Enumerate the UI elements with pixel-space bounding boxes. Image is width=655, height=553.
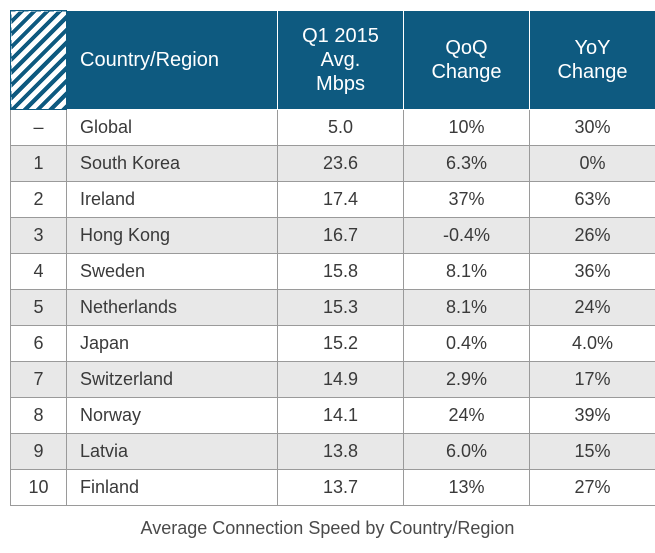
header-yoy-line-2: Change (557, 61, 628, 83)
rank-cell: 1 (10, 145, 67, 182)
qoq-cell: 0.4% (403, 325, 530, 362)
table-row: 9 Latvia 13.8 6.0% 15% (10, 433, 655, 470)
yoy-cell: 30% (529, 109, 655, 146)
country-cell: Switzerland (66, 361, 278, 398)
table-row: – Global 5.0 10% 30% (10, 109, 655, 146)
speed-cell: 15.2 (277, 325, 404, 362)
speed-cell: 17.4 (277, 181, 404, 218)
rank-cell: – (10, 109, 67, 146)
qoq-cell: 6.0% (403, 433, 530, 470)
table-row: 10 Finland 13.7 13% 27% (10, 469, 655, 506)
yoy-cell: 36% (529, 253, 655, 290)
table-row: 6 Japan 15.2 0.4% 4.0% (10, 325, 655, 362)
country-cell: Finland (66, 469, 278, 506)
qoq-cell: 13% (403, 469, 530, 506)
hatched-corner-cell (10, 10, 67, 110)
rank-cell: 5 (10, 289, 67, 326)
country-cell: Hong Kong (66, 217, 278, 254)
yoy-cell: 4.0% (529, 325, 655, 362)
table-row: 3 Hong Kong 16.7 -0.4% 26% (10, 217, 655, 254)
header-qoq-line-2: Change (431, 61, 502, 83)
speed-cell: 13.8 (277, 433, 404, 470)
yoy-cell: 17% (529, 361, 655, 398)
country-cell: Norway (66, 397, 278, 434)
header-speed-line-1: Q1 2015 (302, 25, 379, 47)
rank-cell: 6 (10, 325, 67, 362)
connection-speed-table: Country/Region Q1 2015 Avg. Mbps QoQ Cha… (10, 10, 655, 506)
country-cell: South Korea (66, 145, 278, 182)
speed-cell: 15.8 (277, 253, 404, 290)
rank-cell: 9 (10, 433, 67, 470)
header-country: Country/Region (66, 10, 278, 110)
speed-cell: 14.1 (277, 397, 404, 434)
rank-cell: 4 (10, 253, 67, 290)
speed-cell: 15.3 (277, 289, 404, 326)
table-body: – Global 5.0 10% 30% 1 South Korea 23.6 … (10, 109, 655, 506)
rank-cell: 7 (10, 361, 67, 398)
table-row: 5 Netherlands 15.3 8.1% 24% (10, 289, 655, 326)
yoy-cell: 63% (529, 181, 655, 218)
speed-cell: 23.6 (277, 145, 404, 182)
country-cell: Sweden (66, 253, 278, 290)
country-cell: Latvia (66, 433, 278, 470)
yoy-cell: 27% (529, 469, 655, 506)
yoy-cell: 26% (529, 217, 655, 254)
header-speed-line-2: Avg. (320, 49, 361, 71)
qoq-cell: 6.3% (403, 145, 530, 182)
yoy-cell: 0% (529, 145, 655, 182)
header-row: Country/Region Q1 2015 Avg. Mbps QoQ Cha… (10, 10, 655, 110)
country-cell: Ireland (66, 181, 278, 218)
country-cell: Netherlands (66, 289, 278, 326)
speed-cell: 5.0 (277, 109, 404, 146)
qoq-cell: 2.9% (403, 361, 530, 398)
qoq-cell: 10% (403, 109, 530, 146)
rank-cell: 3 (10, 217, 67, 254)
country-cell: Global (66, 109, 278, 146)
yoy-cell: 15% (529, 433, 655, 470)
rank-cell: 2 (10, 181, 67, 218)
header-yoy-line-1: YoY (574, 37, 611, 59)
figure-caption: Average Connection Speed by Country/Regi… (140, 518, 515, 538)
table-row: 1 South Korea 23.6 6.3% 0% (10, 145, 655, 182)
yoy-cell: 39% (529, 397, 655, 434)
rank-cell: 10 (10, 469, 67, 506)
qoq-cell: -0.4% (403, 217, 530, 254)
table-row: 4 Sweden 15.8 8.1% 36% (10, 253, 655, 290)
yoy-cell: 24% (529, 289, 655, 326)
rank-cell: 8 (10, 397, 67, 434)
table-row: 8 Norway 14.1 24% 39% (10, 397, 655, 434)
speed-cell: 13.7 (277, 469, 404, 506)
header-qoq-line-1: QoQ (445, 37, 488, 59)
header-speed: Q1 2015 Avg. Mbps (277, 10, 404, 110)
qoq-cell: 37% (403, 181, 530, 218)
qoq-cell: 8.1% (403, 289, 530, 326)
speed-cell: 14.9 (277, 361, 404, 398)
country-cell: Japan (66, 325, 278, 362)
qoq-cell: 24% (403, 397, 530, 434)
qoq-cell: 8.1% (403, 253, 530, 290)
header-speed-line-3: Mbps (316, 73, 365, 95)
table-row: 7 Switzerland 14.9 2.9% 17% (10, 361, 655, 398)
speed-cell: 16.7 (277, 217, 404, 254)
header-yoy: YoY Change (529, 10, 655, 110)
header-qoq: QoQ Change (403, 10, 530, 110)
table-row: 2 Ireland 17.4 37% 63% (10, 181, 655, 218)
